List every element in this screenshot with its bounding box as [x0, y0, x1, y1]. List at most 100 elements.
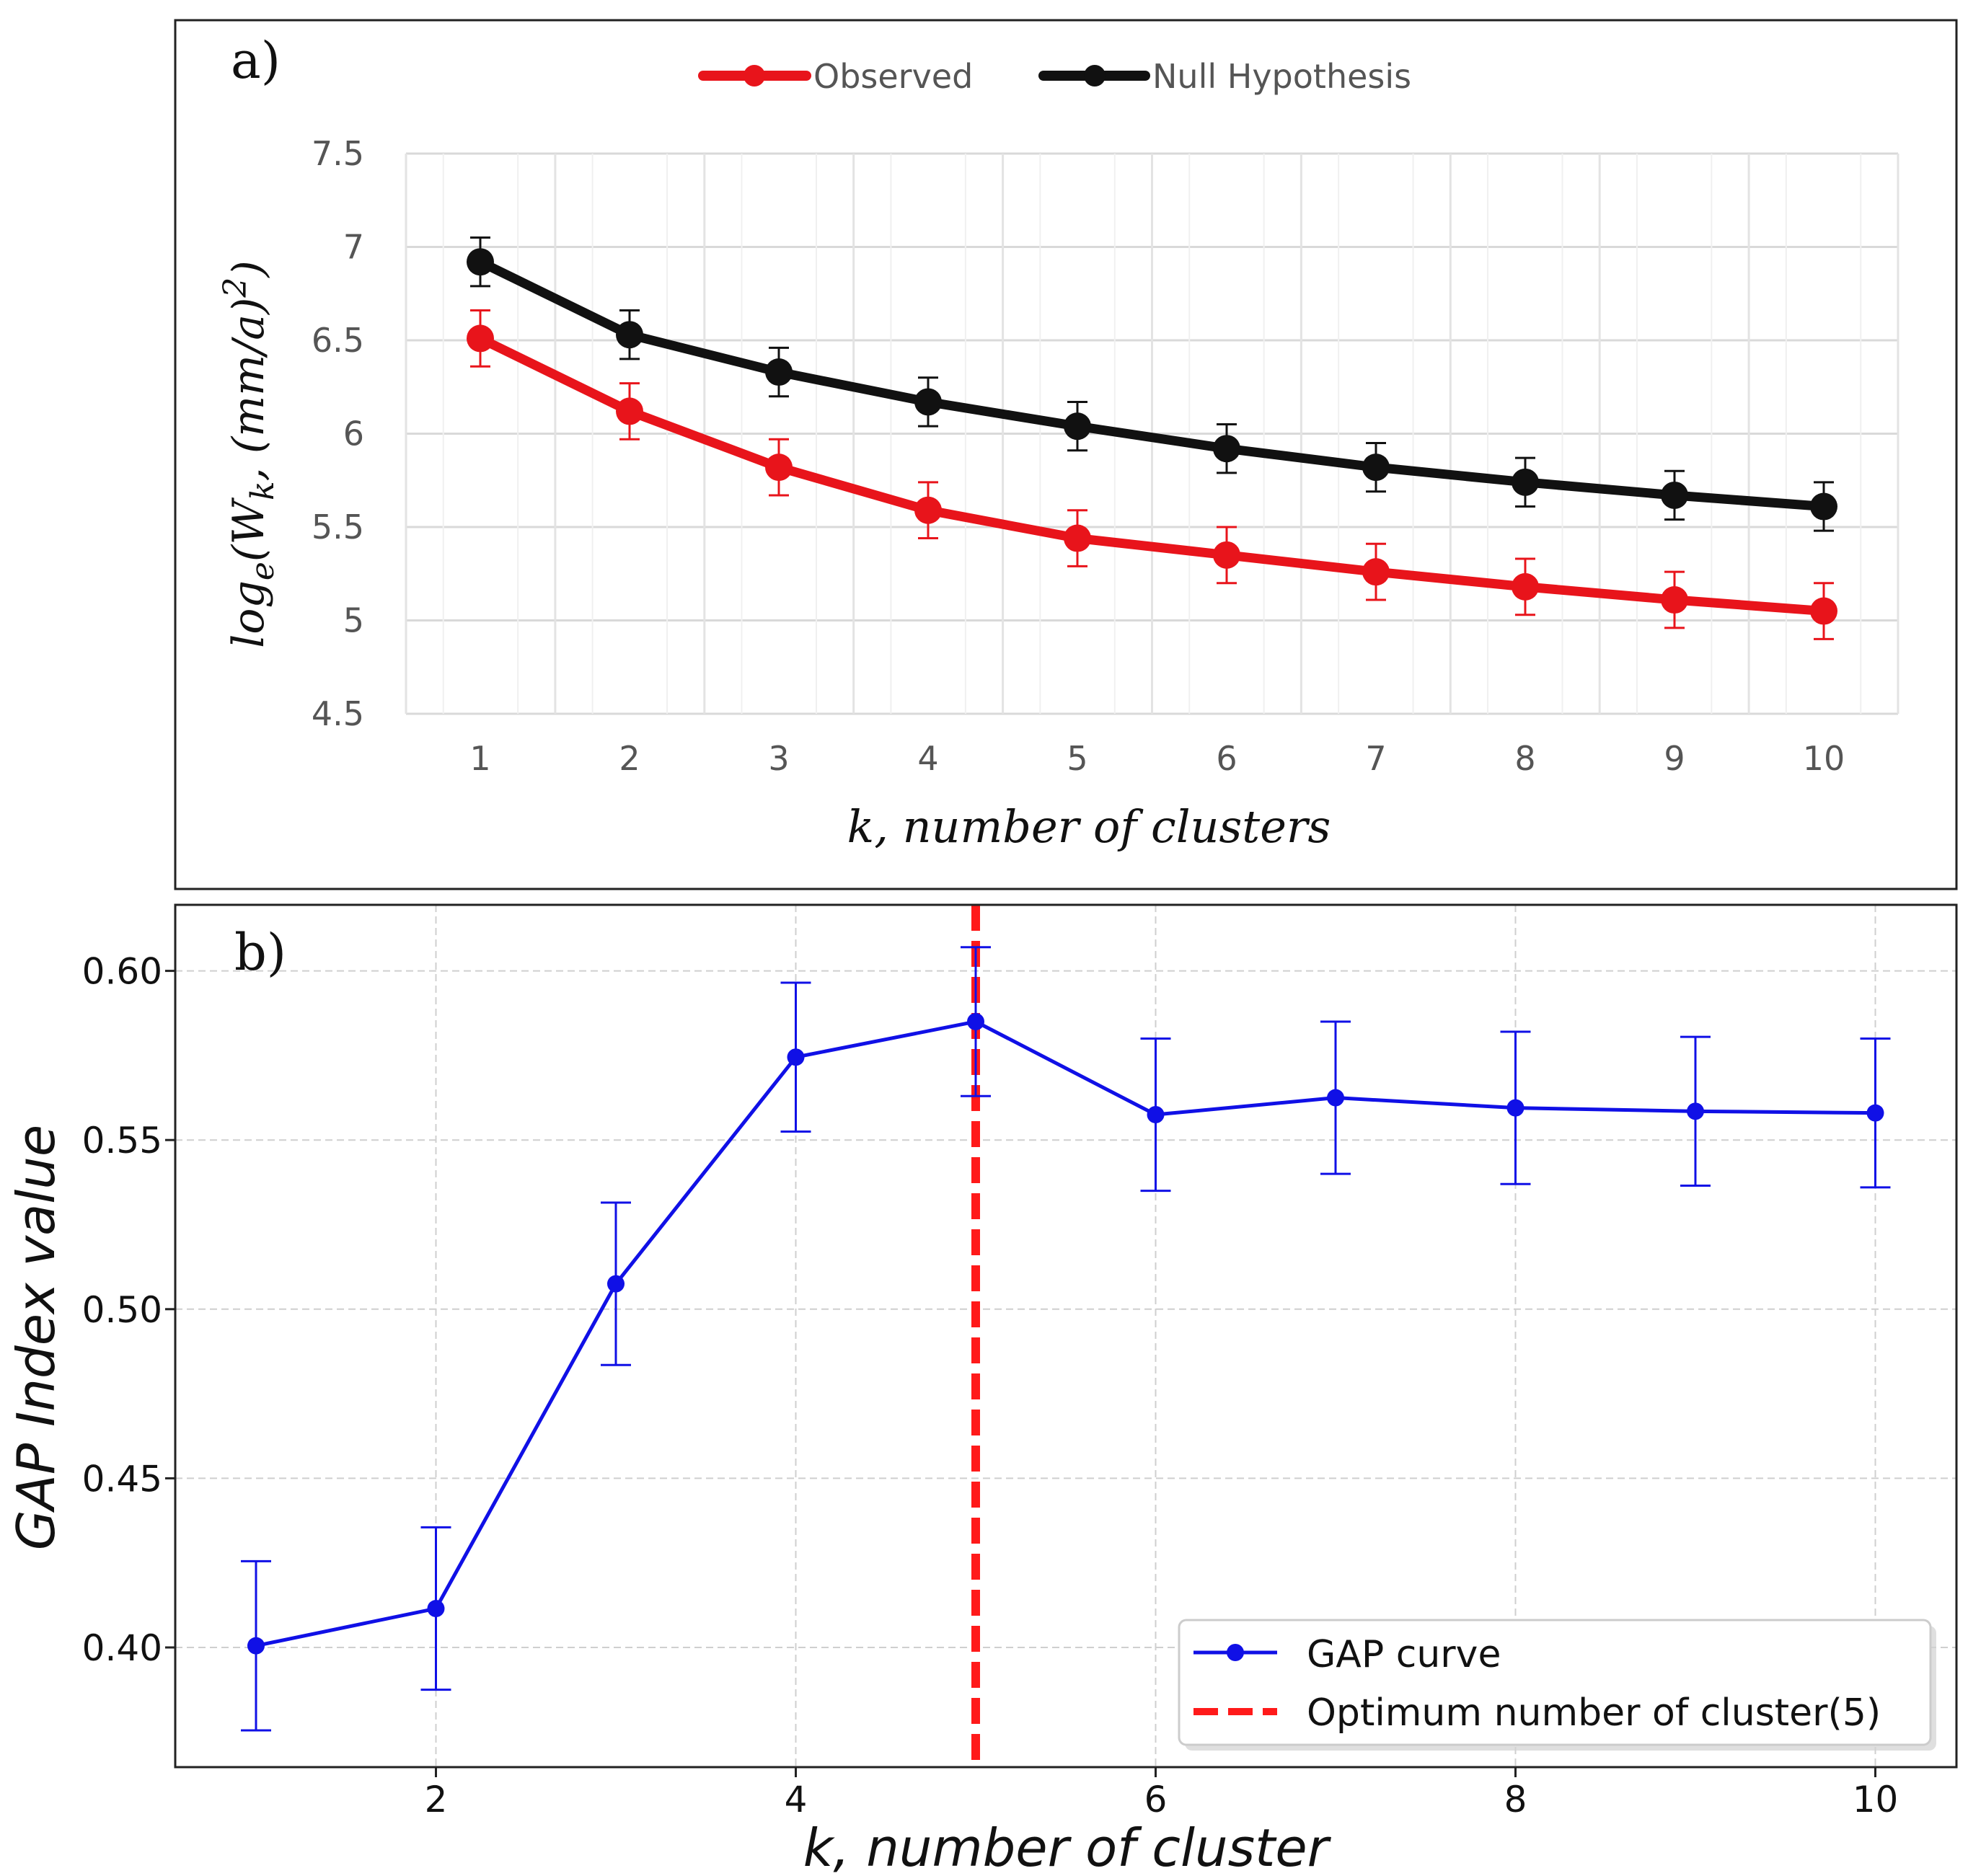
data-point: [1661, 481, 1688, 509]
ylabel-log: log: [224, 580, 274, 648]
data-point: [1362, 558, 1390, 586]
legend-gap-marker: [1227, 1644, 1244, 1661]
legend-observed-marker: [743, 65, 765, 87]
panel-b-x-tick-label: 6: [1144, 1779, 1168, 1820]
panel-a-y-tick-label: 6: [343, 415, 364, 453]
series-line: [478, 334, 1824, 616]
panel-b-y-tick-label: 0.50: [82, 1289, 162, 1331]
panel-a-legend: Observed Null Hypothesis: [698, 57, 1411, 96]
panel-b-x-tick-label: 8: [1504, 1779, 1527, 1820]
panel-b-y-tick-label: 0.55: [82, 1120, 162, 1162]
data-point: [1064, 524, 1091, 552]
data-point: [607, 1275, 625, 1293]
data-point: [1327, 1089, 1344, 1107]
panel-b-series-gap-curve: [241, 946, 1891, 1732]
data-point: [765, 358, 793, 386]
panel-a-x-tick-label: 4: [917, 739, 938, 778]
legend-null-label: Null Hypothesis: [1152, 57, 1411, 96]
panel-b-y-ticks: 0.40 0.45 0.50 0.55 0.60: [82, 951, 175, 1669]
panel-b-x-tick-label: 4: [785, 1779, 808, 1820]
data-point: [1687, 1102, 1704, 1120]
legend-item-null: Null Hypothesis: [1038, 57, 1411, 96]
ylabel-sup: 2: [217, 278, 254, 298]
panel-a-x-tick-label: 6: [1216, 739, 1237, 778]
data-point: [247, 1637, 265, 1655]
panel-a-x-tick-label: 1: [469, 739, 490, 778]
panel-b-label: b): [234, 923, 286, 982]
panel-b: 0.40 0.45 0.50 0.55 0.60 2 4 6 8 10 b) GAP Index…: [6, 903, 1958, 1876]
legend-item-observed: Observed: [698, 57, 973, 96]
panel-a-y-tick-label: 7: [343, 228, 364, 267]
panel-b-series: [241, 905, 1891, 1767]
legend-item-optimum: Optimum number of cluster(5): [1193, 1691, 1881, 1735]
ylabel-close: ): [224, 260, 274, 278]
panel-a-y-tick-label: 5.5: [312, 508, 364, 547]
panel-b-y-axis-label: GAP Index value: [6, 1125, 66, 1550]
data-point: [1512, 468, 1539, 496]
data-point: [1661, 586, 1688, 614]
data-point: [1866, 1104, 1884, 1122]
legend-box: [1178, 1619, 1932, 1746]
data-point: [1147, 1106, 1165, 1124]
panel-a-frame: [174, 19, 1958, 890]
legend-gap-label: GAP curve: [1307, 1633, 1501, 1676]
panel-a-x-tick-label: 9: [1664, 739, 1685, 778]
data-point: [467, 324, 494, 353]
panel-a: 4.5 5 5.5 6 6.5 7 7.5 1 2 3 4 5 6 7 8 9 10 a) Observed …: [174, 19, 1958, 890]
panel-a-x-ticks: 1 2 3 4 5 6 7 8 9 10: [469, 739, 1845, 778]
panel-a-x-tick-label: 8: [1514, 739, 1535, 778]
series-line: [478, 257, 1824, 511]
series-line: [255, 1019, 1876, 1648]
panel-a-series: [467, 236, 1837, 640]
panel-a-x-tick-label: 2: [619, 739, 640, 778]
panel-b-y-tick-label: 0.40: [82, 1627, 162, 1669]
panel-a-x-tick-label: 10: [1803, 739, 1845, 778]
panel-a-label: a): [231, 31, 281, 90]
data-point: [1064, 412, 1091, 441]
data-point: [1213, 435, 1240, 463]
panel-a-y-ticks: 4.5 5 5.5 6 6.5 7 7.5: [312, 134, 364, 733]
panel-a-x-axis-label: k, number of clusters: [847, 800, 1331, 853]
panel-b-x-axis-label: k, number of cluster: [803, 1818, 1332, 1876]
data-point: [1213, 541, 1240, 569]
panel-a-y-tick-label: 7.5: [312, 134, 364, 173]
panel-b-x-tick-label: 2: [425, 1779, 448, 1820]
data-point: [967, 1012, 984, 1030]
ylabel-sub-k: k: [244, 481, 281, 500]
ylabel-units: , (mm/a): [224, 298, 274, 482]
panel-b-frame: [174, 903, 1958, 1769]
panel-a-series-null-hypothesis: [467, 236, 1837, 532]
data-point: [1810, 597, 1837, 625]
panel-a-y-tick-label: 6.5: [312, 321, 364, 360]
panel-b-y-tick-label: 0.45: [82, 1458, 162, 1500]
panel-a-x-tick-label: 3: [768, 739, 789, 778]
panel-a-y-tick-label: 5: [343, 601, 364, 640]
legend-observed-label: Observed: [813, 57, 973, 96]
data-point: [914, 496, 942, 524]
data-point: [467, 248, 494, 276]
panel-a-y-axis-label: loge(Wk, (mm/a)2): [217, 260, 281, 648]
legend-null-marker: [1084, 65, 1106, 87]
panel-b-x-ticks: 2 4 6 8 10: [425, 1767, 1899, 1820]
legend-item-gap-curve: GAP curve: [1193, 1633, 1501, 1676]
panel-b-x-tick-label: 10: [1853, 1779, 1899, 1820]
data-point: [616, 397, 643, 425]
data-point: [616, 321, 643, 349]
legend-optimum-label: Optimum number of cluster(5): [1307, 1691, 1881, 1735]
data-point: [1810, 492, 1837, 521]
panel-b-y-tick-label: 0.60: [82, 951, 162, 993]
data-point: [765, 453, 793, 482]
panel-a-y-tick-label: 4.5: [312, 694, 364, 733]
data-point: [1506, 1099, 1524, 1117]
data-point: [427, 1600, 445, 1618]
panel-b-legend: GAP curve Optimum number of cluster(5): [1178, 1619, 1936, 1751]
data-point: [914, 388, 942, 416]
panel-a-series-observed: [467, 309, 1837, 640]
panel-a-x-tick-label: 7: [1365, 739, 1386, 778]
ylabel-sub-e: e: [244, 562, 281, 580]
data-point: [1512, 572, 1539, 601]
data-point: [1362, 453, 1390, 482]
panel-a-x-tick-label: 5: [1067, 739, 1087, 778]
data-point: [787, 1048, 805, 1066]
